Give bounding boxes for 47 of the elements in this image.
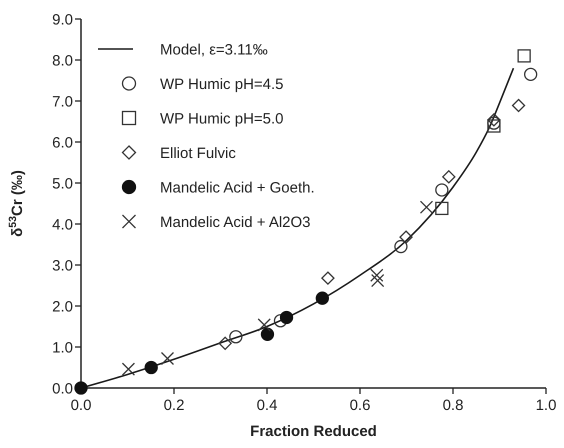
point <box>399 230 413 244</box>
y-tick-label: 3.0 <box>52 257 73 274</box>
point <box>442 170 456 184</box>
point <box>321 271 335 285</box>
point <box>316 292 329 305</box>
legend-label: Mandelic Acid + Goeth. <box>160 179 315 196</box>
point <box>420 200 434 214</box>
point <box>229 330 242 344</box>
y-tick-label: 8.0 <box>52 52 73 70</box>
legend-label: WP Humic pH=4.5 <box>160 76 284 93</box>
x-tick-label: 0.6 <box>350 397 370 414</box>
point <box>74 381 88 395</box>
y-tick-label: 9.0 <box>52 11 73 28</box>
x-axis-title: Fraction Reduced <box>250 423 377 440</box>
y-tick-label: 2.0 <box>52 298 73 316</box>
point <box>280 310 294 324</box>
y-tick-label: 7.0 <box>52 93 73 110</box>
point <box>524 68 538 81</box>
x-tick-label: 1.0 <box>536 397 556 414</box>
point <box>260 328 274 341</box>
x-tick-label: 0.0 <box>70 397 92 414</box>
point <box>371 274 384 288</box>
point <box>487 113 501 127</box>
y-tick-label: 4.0 <box>52 216 73 234</box>
legend-label: Elliot Fulvic <box>160 144 236 162</box>
y-tick-label: 1.0 <box>52 339 73 356</box>
point <box>144 360 158 374</box>
point <box>370 268 384 282</box>
y-tick-label: 5.0 <box>52 175 73 192</box>
y-tick-label: 6.0 <box>52 134 73 152</box>
point <box>517 49 531 63</box>
point <box>435 202 448 216</box>
point <box>487 119 501 133</box>
legend-label: Model, ε=3.11‰ <box>160 41 268 58</box>
point <box>512 98 526 112</box>
x-tick-label: 0.2 <box>164 397 184 414</box>
point <box>394 240 408 254</box>
legend-label: Mandelic Acid + Al2O3 <box>160 214 311 231</box>
point <box>122 362 136 376</box>
point <box>258 318 271 332</box>
x-tick-label: 0.8 <box>442 397 464 414</box>
point <box>435 183 448 197</box>
y-tick-label: 0.0 <box>52 380 73 398</box>
point <box>160 352 174 366</box>
point <box>218 336 232 350</box>
x-tick-label: 0.4 <box>256 397 278 414</box>
legend-label: WP Humic pH=5.0 <box>160 110 284 128</box>
